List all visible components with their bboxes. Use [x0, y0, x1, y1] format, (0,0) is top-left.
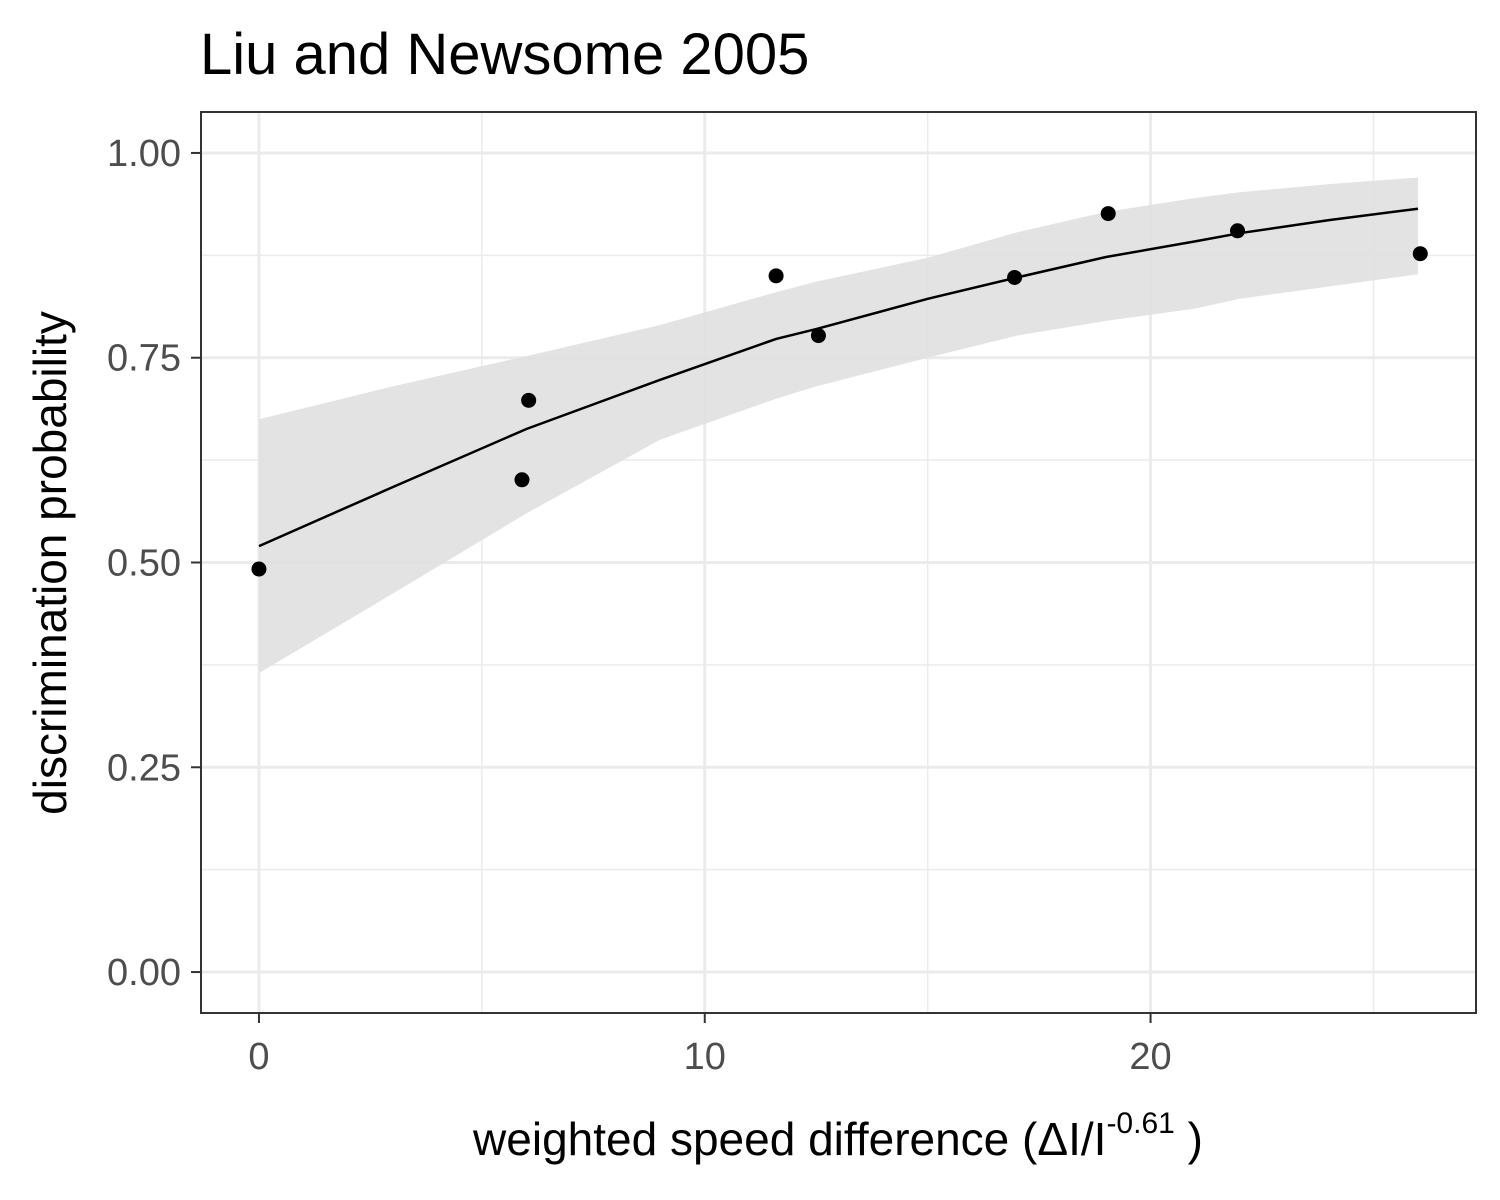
y-tick-label: 0.25 [107, 747, 181, 789]
y-tick-label: 0.50 [107, 543, 181, 585]
x-axis-title: weighted speed difference (ΔI/I-0.61 ) [472, 1107, 1203, 1165]
y-tick-label: 0.00 [107, 952, 181, 994]
y-tick-label: 1.00 [107, 133, 181, 175]
y-axis-title: discrimination probability [24, 311, 76, 815]
data-points-layer [251, 206, 1428, 577]
y-axis: 0.00 0.25 0.50 0.75 1.00 [107, 133, 201, 994]
x-axis-title-exponent: -0.61 [1106, 1107, 1174, 1140]
confidence-ribbon-layer [259, 177, 1418, 674]
x-tick-label: 0 [248, 1036, 269, 1078]
data-point [768, 268, 784, 284]
x-tick-label: 20 [1129, 1036, 1171, 1078]
data-point [514, 472, 530, 488]
confidence-ribbon [259, 177, 1418, 674]
x-axis-title-close: ) [1175, 1113, 1203, 1165]
x-axis: 0 10 20 [248, 1013, 1172, 1078]
data-point [251, 561, 267, 577]
data-point [810, 328, 826, 344]
x-axis-title-main: weighted speed difference (ΔI/I [472, 1113, 1106, 1165]
data-point [1007, 269, 1023, 285]
data-point [521, 392, 537, 408]
data-point [1100, 206, 1116, 222]
x-tick-label: 10 [684, 1036, 726, 1078]
y-tick-label: 0.75 [107, 338, 181, 380]
data-point [1412, 246, 1428, 262]
chart-title: Liu and Newsome 2005 [200, 22, 809, 87]
data-point [1229, 223, 1245, 239]
